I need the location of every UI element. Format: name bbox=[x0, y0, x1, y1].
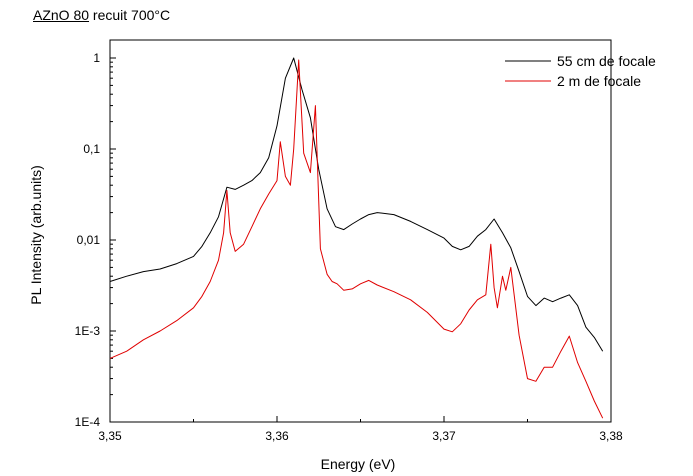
legend-label: 55 cm de focale bbox=[557, 53, 656, 69]
plot-frame bbox=[109, 39, 612, 423]
axis-ticks: 3,35 3,36 3,37 3,38 1E-4 1E-3 0,01 0,1 1 bbox=[75, 51, 623, 443]
x-tick-label: 3,38 bbox=[599, 429, 623, 443]
x-axis-label: Energy (eV) bbox=[321, 456, 396, 472]
x-tick-label: 3,36 bbox=[265, 429, 289, 443]
chart-header: AZnO 80 recuit 700°C bbox=[33, 7, 170, 23]
annealing-label: recuit 700°C bbox=[92, 7, 171, 23]
sample-label: AZnO 80 bbox=[33, 7, 90, 23]
y-tick-label: 1E-3 bbox=[75, 324, 101, 338]
x-tick-label: 3,37 bbox=[432, 429, 456, 443]
y-tick-label: 0,1 bbox=[83, 142, 100, 156]
legend-label: 2 m de focale bbox=[557, 73, 641, 89]
series-line-2 bbox=[109, 59, 604, 419]
legend: 55 cm de focale 2 m de focale bbox=[505, 53, 656, 89]
y-tick-label: 1E-4 bbox=[75, 415, 101, 429]
series-layer bbox=[109, 57, 604, 419]
y-tick-label: 0,01 bbox=[77, 233, 101, 247]
series-line-1 bbox=[109, 57, 604, 352]
y-tick-label: 1 bbox=[93, 51, 100, 65]
x-tick-label: 3,35 bbox=[98, 429, 122, 443]
y-axis-label: PL Intensity (arb.units) bbox=[28, 165, 44, 305]
